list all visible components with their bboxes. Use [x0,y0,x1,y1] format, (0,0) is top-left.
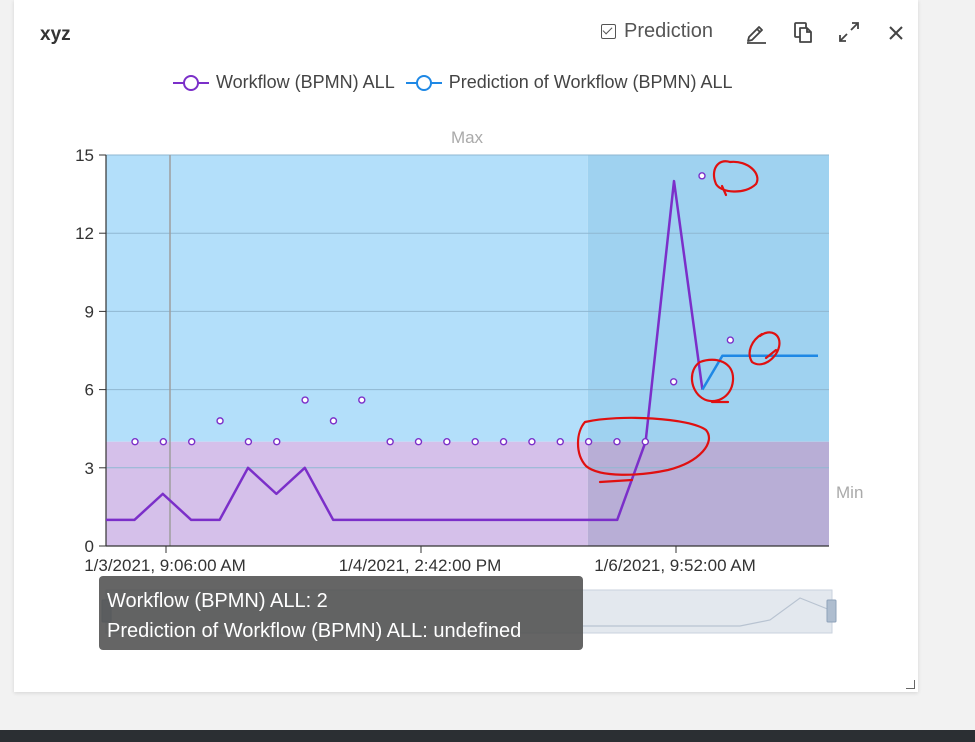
y-tick-label: 0 [85,537,94,556]
grid-lines [99,154,829,547]
data-marker [358,396,366,404]
band-lower [106,441,588,546]
x-tick-label: 1/3/2021, 9:06:00 AM [84,556,246,575]
x-tick-label: 1/6/2021, 9:52:00 AM [594,556,756,575]
data-marker [641,438,649,446]
prediction-label: Prediction [624,20,713,42]
data-marker [584,438,593,446]
widget-title: xyz [40,24,71,45]
data-marker [443,438,451,446]
series-line-workflow [106,179,704,522]
data-marker [159,438,168,446]
legend-label-workflow: Workflow (BPMN) ALL [216,72,395,92]
y-tick-label: 3 [85,459,94,478]
y-tick-label: 9 [85,302,94,321]
expand-icon[interactable] [837,20,861,44]
legend-marker-prediction [405,74,442,91]
data-marker [386,438,394,446]
data-marker [301,396,309,404]
pencil-icon[interactable] [744,20,768,44]
taskbar-strip [0,730,975,742]
data-marker [726,336,735,344]
legend-marker-workflow [173,74,209,91]
legend-item-workflow[interactable]: Workflow (BPMN) ALL [172,72,395,93]
close-icon[interactable] [884,20,908,44]
data-marker [556,438,564,446]
prediction-region-lower [587,441,829,546]
series-lines [106,179,818,522]
annotation-circle [690,358,735,404]
zoom-handle-right [826,599,837,623]
band-label-min: Min [836,483,863,502]
legend-item-prediction[interactable]: Prediction of Workflow (BPMN) ALL [405,72,733,93]
annotation-circle [576,416,711,484]
tooltip-line-prediction: Prediction of Workflow (BPMN) ALL: undef… [107,620,522,642]
y-tick-label: 15 [75,146,94,165]
red-annotations [576,160,781,484]
prediction-toggle[interactable]: Prediction [601,20,713,43]
data-marker [414,438,423,446]
data-marker [528,438,536,446]
prediction-checkbox[interactable] [601,24,616,39]
band-label-max: Max [451,128,484,147]
data-marker [187,438,196,446]
data-marker [244,438,253,446]
band-upper [106,155,588,442]
zoom-preview-line [583,597,831,627]
data-marker [131,438,139,446]
data-marker [698,172,706,180]
data-marker [329,417,338,425]
annotation-circle [712,160,759,197]
data-marker [499,438,508,446]
data-markers [131,172,735,446]
data-marker [273,438,281,446]
legend-label-prediction: Prediction of Workflow (BPMN) ALL [448,72,733,92]
y-tick-label: 12 [75,224,94,243]
axis-labels: 0 3 6 9 12 15 1/3/2021, 9:06:00 AM 1/4/2021, 2:… [75,128,863,575]
data-marker [613,438,621,446]
copy-icon[interactable] [791,20,815,44]
data-marker [471,438,479,446]
data-marker [669,378,678,386]
axes [105,155,829,553]
threshold-bands [106,155,829,546]
chart-legend: Workflow (BPMN) ALL Prediction of Workfl… [172,72,742,93]
chart-tooltip: Workflow (BPMN) ALL: 2 Prediction of Wor… [99,576,583,650]
annotation-circle [748,331,781,366]
y-tick-label: 6 [85,381,94,400]
tooltip-line-workflow: Workflow (BPMN) ALL: 2 [107,590,328,612]
prediction-region-upper [587,155,829,442]
resize-handle[interactable] [906,680,915,689]
x-tick-label: 1/4/2021, 2:42:00 PM [339,556,502,575]
data-marker [216,417,224,425]
series-line-prediction [701,354,818,391]
